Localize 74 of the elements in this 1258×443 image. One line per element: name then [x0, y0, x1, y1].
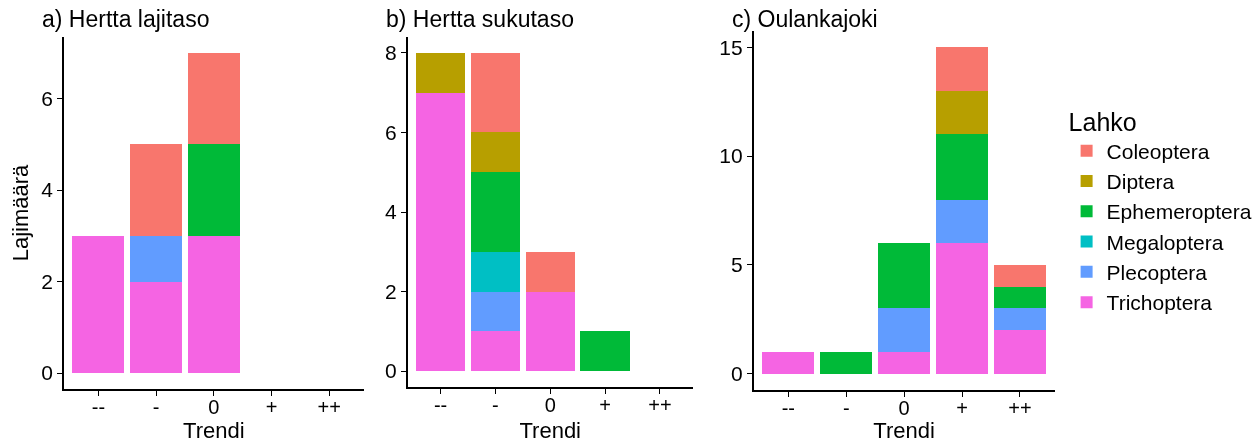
x-tick-label: ++ [1008, 396, 1032, 419]
bar [470, 291, 521, 332]
bar [525, 251, 575, 292]
y-tick-label: 10 [719, 144, 743, 168]
y-tick-label: 0 [730, 362, 743, 386]
y-tick-label: 15 [719, 35, 743, 59]
bar [993, 330, 1046, 374]
bar [470, 331, 521, 372]
bar [470, 251, 521, 292]
chart-title: b) Hertta sukutaso [386, 6, 574, 32]
bar [415, 92, 466, 372]
y-tick-label: 2 [41, 269, 53, 293]
bar [993, 264, 1046, 287]
x-tick-label: - [492, 393, 499, 416]
legend-title: Lahko [1068, 107, 1137, 136]
bar [525, 291, 575, 372]
bar [935, 199, 989, 244]
x-tick-label: ++ [317, 395, 341, 418]
bar [935, 243, 989, 374]
y-tick-label: 6 [385, 120, 397, 144]
legend-label: Trichoptera [1106, 291, 1213, 315]
bar [935, 90, 989, 135]
bar [580, 331, 630, 372]
bar [878, 351, 931, 374]
legend-label: Ephemeroptera [1106, 200, 1252, 224]
x-axis-title: Trendi [183, 418, 245, 443]
x-tick-label: -- [781, 396, 795, 419]
bar [762, 351, 815, 374]
x-tick-label: - [842, 396, 850, 419]
x-tick-label: 0 [898, 396, 910, 419]
x-axis-title: Trendi [519, 418, 582, 443]
x-tick-label: + [599, 393, 611, 416]
bar [820, 351, 873, 374]
x-tick-label: + [265, 395, 278, 418]
bar [470, 172, 521, 252]
legend-label: Coleoptera [1106, 139, 1210, 163]
y-tick-label: 0 [41, 361, 53, 385]
bar [187, 235, 240, 373]
bar [878, 308, 931, 352]
x-tick-label: 0 [544, 393, 556, 416]
bar [993, 286, 1046, 309]
bar [415, 52, 466, 93]
x-tick-label: - [152, 395, 160, 418]
y-tick-label: 8 [385, 41, 397, 65]
bar [72, 235, 125, 373]
chart-title: a) Hertta lajitaso [42, 6, 210, 32]
bar [470, 132, 521, 173]
y-tick-label: 0 [385, 359, 397, 383]
chart-title: c) Oulankajoki [732, 6, 878, 32]
bar [187, 144, 240, 236]
x-tick-label: 0 [208, 395, 220, 418]
x-tick-label: -- [91, 395, 106, 418]
bar [878, 243, 931, 309]
bar [935, 47, 989, 91]
y-tick-label: 4 [41, 178, 54, 202]
y-tick-label: 4 [385, 200, 398, 224]
bar [130, 281, 183, 373]
y-tick-label: 5 [730, 253, 743, 277]
y-tick-label: 2 [385, 279, 397, 303]
bar [935, 134, 989, 200]
bar [130, 235, 183, 282]
y-tick-label: 6 [41, 87, 53, 111]
bar [470, 52, 521, 133]
bar [187, 53, 240, 145]
x-axis-title: Trendi [873, 418, 935, 443]
legend-label: Megaloptera [1106, 230, 1224, 254]
y-axis-title: Lajimäärä [8, 163, 34, 262]
bar [130, 144, 183, 236]
legend-label: Diptera [1106, 170, 1175, 194]
x-tick-label: ++ [648, 393, 672, 416]
x-tick-label: + [956, 396, 968, 419]
x-tick-label: -- [433, 393, 448, 416]
bar [993, 308, 1046, 331]
legend-label: Plecoptera [1106, 261, 1208, 285]
